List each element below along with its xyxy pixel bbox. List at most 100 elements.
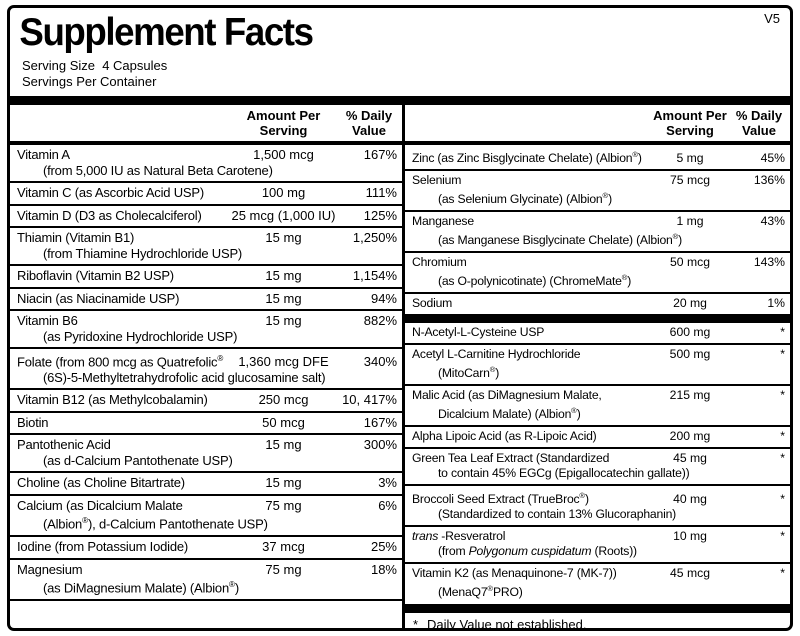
supplement-row-main: Sodium 20 mg 1% xyxy=(412,296,785,311)
ingredient-daily-value: 111% xyxy=(365,185,397,200)
ingredient-name: Vitamin C (as Ascorbic Acid USP) xyxy=(17,185,204,200)
columns-container: Amount Per Serving % Daily Value Vitamin… xyxy=(10,105,790,631)
ingredient-amount: 215 mg xyxy=(669,388,711,403)
ingredient-amount: 75 mg xyxy=(265,561,302,577)
ingredient-amount: 1,500 mcg xyxy=(253,147,314,162)
supplement-row-main: Zinc (as Zinc Bisglycinate Chelate) (Alb… xyxy=(412,147,785,166)
ingredient-note: (as Manganese Bisglycinate Chelate) (Alb… xyxy=(438,232,683,248)
ingredient-name: Vitamin K2 (as Menaquinone-7 (MK-7)) xyxy=(412,566,617,581)
ingredient-name: Manganese xyxy=(412,214,474,229)
section-divider-bar xyxy=(405,603,790,613)
ingredient-daily-value: 25% xyxy=(370,539,397,555)
ingredient-amount: 1 mg xyxy=(676,214,704,229)
supplement-row-main: Manganese 1 mg 43% xyxy=(412,214,785,229)
supplement-row-main: Broccoli Seed Extract (TrueBroc®) 40 mg … xyxy=(412,488,785,507)
ingredient-name: Alpha Lipoic Acid (as R-Lipoic Acid) xyxy=(412,429,597,444)
left-column: Amount Per Serving % Daily Value Vitamin… xyxy=(10,105,402,628)
ingredient-note: (as DiMagnesium Malate) (Albion®) xyxy=(43,580,240,596)
amount-per-serving-header: Amount Per Serving xyxy=(226,108,341,138)
ingredient-amount: 15 mg xyxy=(265,290,302,306)
ingredient-note: (6S)-5-Methyltetrahydrofolic acid glucos… xyxy=(43,369,326,385)
left-rows: Vitamin A 1,500 mcg 167% (from 5,000 IU … xyxy=(10,145,402,601)
ingredient-amount: 20 mg xyxy=(673,296,707,311)
ingredient-name: Niacin (as Niacinamide USP) xyxy=(17,290,180,306)
ingredient-name: Pantothenic Acid xyxy=(17,437,111,453)
ingredient-amount: 15 mg xyxy=(265,313,302,328)
serving-size: Serving Size 4 Capsules xyxy=(22,58,168,73)
amount-header-line2: Serving xyxy=(259,122,308,138)
ingredient-amount: 45 mcg xyxy=(670,566,710,581)
supplement-row: Green Tea Leaf Extract (Standardized 45 … xyxy=(405,447,790,484)
ingredient-name: Sodium xyxy=(412,296,453,311)
page-title: Supplement Facts xyxy=(19,11,314,54)
right-rows-other-ingredients: N-Acetyl-L-Cysteine USP 600 mg * Acetyl … xyxy=(405,323,790,603)
ingredient-note: (MenaQ7®PRO) xyxy=(438,584,523,600)
ingredient-daily-value: 167% xyxy=(363,414,397,430)
supplement-row-main: trans -Resveratrol 10 mg * xyxy=(412,529,785,544)
ingredient-amount: 40 mg xyxy=(673,492,707,507)
supplement-facts-panel: V5 Supplement Facts Serving Size 4 Capsu… xyxy=(7,5,793,631)
ingredient-name: Biotin xyxy=(17,414,49,430)
ingredient-name: Folate (from 800 mcg as Quatrefolic® xyxy=(17,354,224,370)
supplement-row-main: Chromium 50 mcg 143% xyxy=(412,255,785,270)
supplement-row-main: Acetyl L-Carnitine Hydrochloride 500 mg … xyxy=(412,347,785,362)
ingredient-name: Chromium xyxy=(412,255,467,270)
ingredient-amount: 45 mg xyxy=(673,451,707,466)
supplement-row-main: Choline (as Choline Bitartrate) 15 mg 3% xyxy=(17,475,397,491)
supplement-row: Alpha Lipoic Acid (as R-Lipoic Acid) 200… xyxy=(405,425,790,447)
supplement-row: Sodium 20 mg 1% xyxy=(405,292,790,314)
ingredient-daily-value: 1,250% xyxy=(352,230,397,245)
servings-per-container: Servings Per Container xyxy=(22,73,157,89)
ingredient-daily-value: 10, 417% xyxy=(342,392,397,408)
ingredient-daily-value: * xyxy=(780,566,785,581)
ingredient-note: (from 5,000 IU as Natural Beta Carotene) xyxy=(43,162,273,178)
supplement-row-main: Niacin (as Niacinamide USP) 15 mg 94% xyxy=(17,291,397,307)
ingredient-daily-value: * xyxy=(780,429,785,444)
supplement-row: Vitamin B6 15 mg 882% (as Pyridoxine Hyd… xyxy=(10,309,402,347)
supplement-row-main: Calcium (as Dicalcium Malate 75 mg 6% xyxy=(17,498,397,514)
supplement-row-main: Vitamin K2 (as Menaquinone-7 (MK-7)) 45 … xyxy=(412,566,785,581)
ingredient-amount: 500 mg xyxy=(669,347,711,362)
supplement-row: Vitamin K2 (as Menaquinone-7 (MK-7)) 45 … xyxy=(405,562,790,603)
ingredient-amount: 5 mg xyxy=(676,151,704,166)
supplement-row-main: Magnesium 75 mg 18% xyxy=(17,562,397,578)
supplement-row-main: Biotin 50 mcg 167% xyxy=(17,415,397,431)
ingredient-name: Broccoli Seed Extract (TrueBroc®) xyxy=(412,491,589,507)
supplement-row-main: Green Tea Leaf Extract (Standardized 45 … xyxy=(412,451,785,466)
supplement-row: Calcium (as Dicalcium Malate 75 mg 6% (A… xyxy=(10,493,402,535)
supplement-row-main: Vitamin A 1,500 mcg 167% xyxy=(17,147,397,163)
ingredient-amount: 200 mg xyxy=(669,429,711,444)
ingredient-daily-value: 3% xyxy=(378,475,397,491)
ingredient-note: (Albion®), d-Calcium Pantothenate USP) xyxy=(43,516,268,532)
left-column-header: Amount Per Serving % Daily Value xyxy=(10,105,402,145)
supplement-row: Acetyl L-Carnitine Hydrochloride 500 mg … xyxy=(405,343,790,384)
supplement-row-main: Vitamin D (D3 as Cholecalciferol) 25 mcg… xyxy=(17,208,397,224)
ingredient-daily-value: * xyxy=(780,529,785,544)
dv-header-line2: Value xyxy=(352,122,386,138)
supplement-row: Magnesium 75 mg 18% (as DiMagnesium Mala… xyxy=(10,557,402,599)
ingredient-name: Calcium (as Dicalcium Malate xyxy=(17,497,183,513)
ingredient-daily-value: 1,154% xyxy=(352,268,397,283)
ingredient-daily-value: 94% xyxy=(370,290,397,306)
ingredient-daily-value: * xyxy=(780,451,785,466)
ingredient-daily-value: * xyxy=(780,388,785,403)
ingredient-amount: 75 mcg xyxy=(670,173,710,188)
ingredient-note: to contain 45% EGCg (Epigallocatechin ga… xyxy=(438,466,690,481)
supplement-row: Vitamin C (as Ascorbic Acid USP) 100 mg … xyxy=(10,181,402,204)
dv-header-line2: Value xyxy=(742,122,776,138)
version-tag: V5 xyxy=(764,11,780,26)
ingredient-daily-value: 882% xyxy=(363,313,397,328)
footnote-symbol: * xyxy=(413,616,419,631)
supplement-row-main: Alpha Lipoic Acid (as R-Lipoic Acid) 200… xyxy=(412,429,785,444)
ingredient-amount: 15 mg xyxy=(265,475,302,491)
supplement-row: Iodine (from Potassium Iodide) 37 mcg 25… xyxy=(10,535,402,558)
ingredient-note: Dicalcium Malate) (Albion®) xyxy=(438,406,581,422)
dv-header-line1: % Daily xyxy=(735,108,783,123)
ingredient-daily-value: 125% xyxy=(363,207,397,223)
supplement-row: Folate (from 800 mcg as Quatrefolic® 1,3… xyxy=(10,347,402,388)
supplement-row: Riboflavin (Vitamin B2 USP) 15 mg 1,154% xyxy=(10,264,402,287)
supplement-row: Biotin 50 mcg 167% xyxy=(10,410,402,434)
ingredient-name: Green Tea Leaf Extract (Standardized xyxy=(412,451,610,466)
supplement-row: Choline (as Choline Bitartrate) 15 mg 3% xyxy=(10,471,402,494)
ingredient-name: Selenium xyxy=(412,173,462,188)
